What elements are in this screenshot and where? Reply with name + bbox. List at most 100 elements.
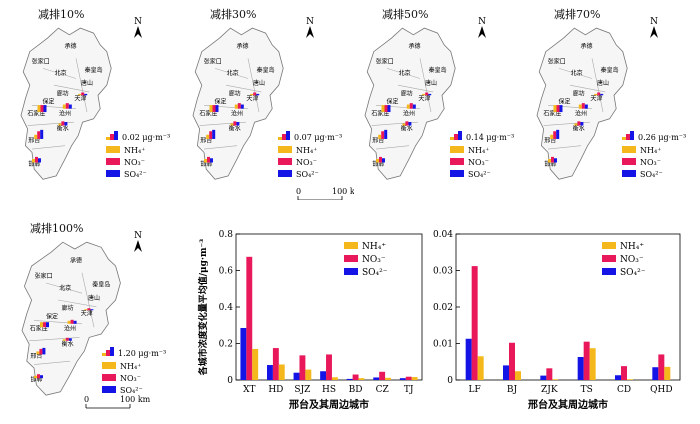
map-bar xyxy=(70,319,74,324)
city-label: 唐山 xyxy=(597,79,609,87)
y-tick-label: 0.4 xyxy=(219,303,234,313)
map-bar xyxy=(584,104,588,109)
city-label: 秦皇岛 xyxy=(601,66,619,74)
map-bar xyxy=(250,93,254,96)
bar xyxy=(320,371,327,380)
legend-scale-bar xyxy=(450,137,454,140)
north-label: N xyxy=(478,17,486,27)
legend-label: NO₃⁻ xyxy=(468,158,489,167)
city-label: 保定 xyxy=(386,98,398,106)
map-bar xyxy=(34,375,37,379)
bar xyxy=(577,357,584,380)
province-boundary xyxy=(75,58,88,113)
y-tick-label: 0.2 xyxy=(219,340,233,350)
map-bar xyxy=(64,122,68,126)
north-arrow-icon xyxy=(134,240,142,252)
y-tick-label: 0.6 xyxy=(219,267,234,277)
map-panel: 减排50% 承德 张家口 秦皇岛 北京 唐山 廊坊 天津 保定 石家庄 沧州 衡水 邢台 邯郸 N 0.14 … xyxy=(354,4,526,200)
city-label: 北京 xyxy=(55,69,67,77)
legend-swatch xyxy=(102,374,116,381)
legend-swatch xyxy=(102,386,116,393)
city-label: 天津 xyxy=(246,95,258,102)
map-bar xyxy=(578,104,582,109)
city-label: 张家口 xyxy=(35,272,53,280)
city-label: 天津 xyxy=(74,95,86,102)
city-label: 邯郸 xyxy=(200,160,212,168)
city-label: 邯郸 xyxy=(28,160,40,168)
map-bar xyxy=(207,156,210,163)
legend-swatch xyxy=(450,170,464,177)
map-bar xyxy=(43,105,47,113)
city-label: 石家庄 xyxy=(30,325,48,333)
legend-label: NH₄⁺ xyxy=(468,146,489,155)
legend-value: 0.14 μg·m⁻³ xyxy=(466,133,514,142)
bar xyxy=(373,377,380,380)
scale-zero: 0 xyxy=(84,395,89,404)
legend-scale-bar xyxy=(458,131,462,140)
map-bar xyxy=(206,134,210,139)
map-bar xyxy=(37,105,41,113)
city-label: 唐山 xyxy=(425,79,437,87)
province-boundary xyxy=(57,299,97,308)
x-tick-label: HD xyxy=(268,385,283,395)
city-label: 衡水 xyxy=(57,125,69,133)
bar xyxy=(385,377,391,380)
y-tick-label: 0.8 xyxy=(219,230,234,240)
bar xyxy=(299,355,306,380)
map-bar xyxy=(78,93,82,96)
legend-scale-bar xyxy=(102,353,106,356)
north-label: N xyxy=(306,17,314,27)
city-label: 唐山 xyxy=(88,294,100,302)
y-tick-label: 0.01 xyxy=(433,340,453,350)
province-boundary xyxy=(547,145,582,150)
city-label: 廊坊 xyxy=(401,89,413,97)
province-boundary xyxy=(225,84,262,93)
map-bar xyxy=(73,320,77,324)
y-tick-label: 0 xyxy=(227,376,233,386)
city-label: 张家口 xyxy=(376,57,394,65)
map-bar xyxy=(412,104,416,109)
map-bar xyxy=(36,351,40,355)
map-bar xyxy=(405,121,409,126)
bar xyxy=(552,379,559,380)
map-bar xyxy=(61,121,65,126)
province-boundary xyxy=(53,84,90,93)
city-label: 沧州 xyxy=(59,109,71,117)
legend-scale-bar xyxy=(110,134,114,140)
map-bar xyxy=(580,122,584,126)
city-label: 承德 xyxy=(64,42,76,50)
map-bar xyxy=(384,129,388,139)
map-bar xyxy=(577,121,581,126)
map-bar xyxy=(422,93,426,96)
legend-swatch xyxy=(106,146,120,153)
legend-label: SO₄²⁻ xyxy=(124,170,147,179)
bar xyxy=(252,348,259,380)
map-bar xyxy=(84,93,88,96)
legend-value: 0.26 μg·m⁻³ xyxy=(638,133,686,142)
bar xyxy=(278,364,285,380)
city-label: 沧州 xyxy=(403,109,415,117)
map-bar xyxy=(209,131,213,139)
city-label: 张家口 xyxy=(204,57,222,65)
map-bar xyxy=(68,338,72,341)
map-bar xyxy=(209,105,213,113)
city-label: 承德 xyxy=(236,42,248,50)
legend-scale-bar xyxy=(278,137,282,140)
bar xyxy=(477,356,484,380)
map-bar xyxy=(556,105,560,113)
map-title: 减排10% xyxy=(38,8,85,21)
region-outline xyxy=(21,241,121,396)
map-bar xyxy=(230,123,234,126)
map-bar xyxy=(212,105,216,113)
bar xyxy=(411,377,418,380)
map-bar xyxy=(548,158,551,163)
north-label: N xyxy=(650,17,658,27)
legend-swatch xyxy=(106,170,120,177)
city-label: 廊坊 xyxy=(57,89,69,97)
map-bar xyxy=(204,158,207,163)
legend-scale-bar xyxy=(282,134,286,140)
city-label: 廊坊 xyxy=(229,89,241,97)
